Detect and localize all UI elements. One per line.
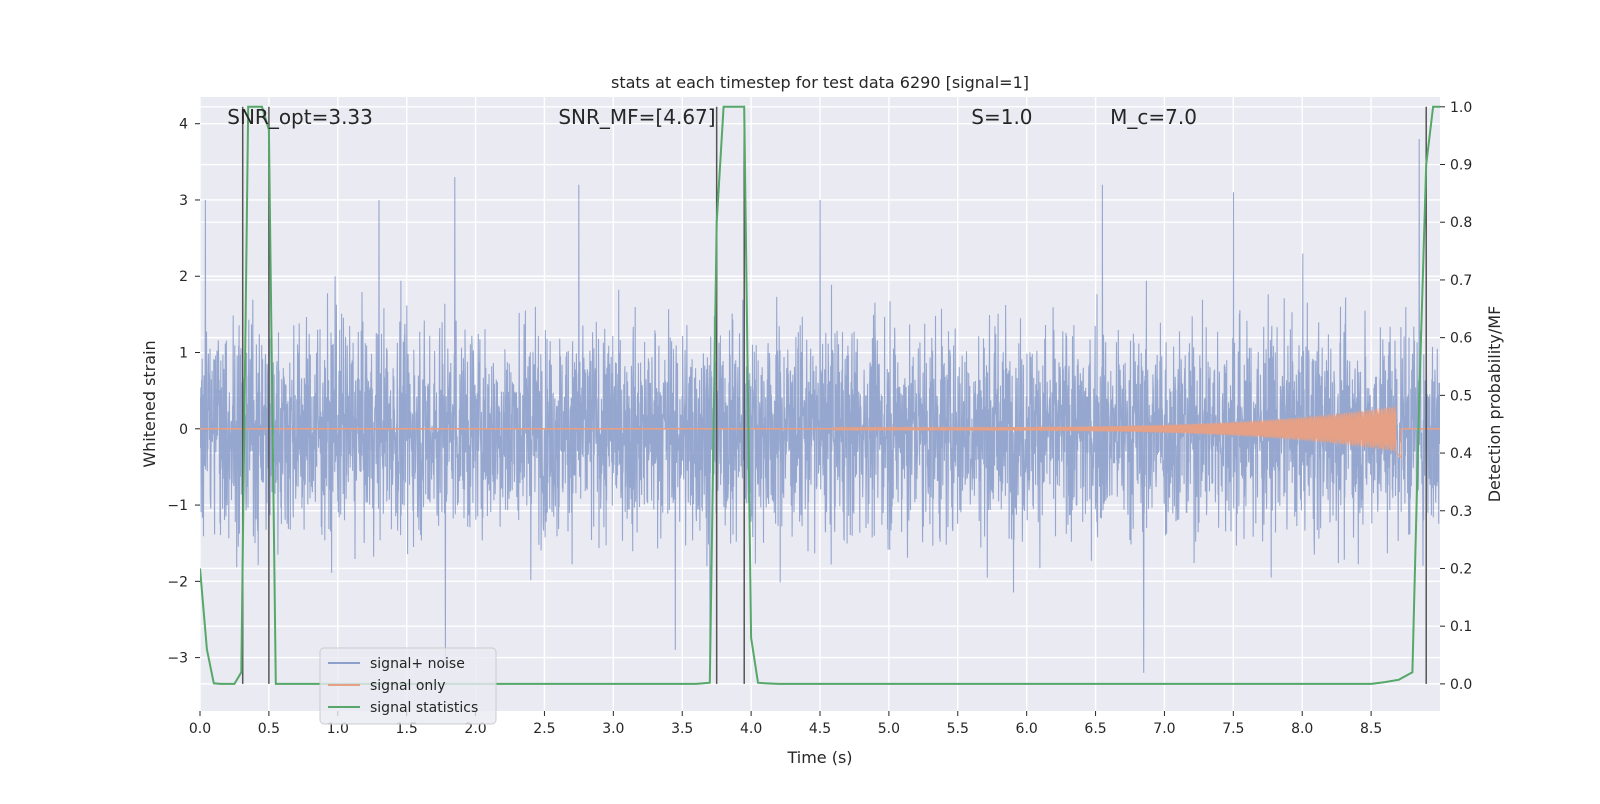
y-right-tick-label-0: 0.0: [1450, 677, 1472, 693]
y-right-tick-label-3: 0.3: [1450, 504, 1472, 520]
y-left-tick-label-2: −1: [167, 498, 188, 514]
y-right-tick-label-9: 0.9: [1450, 158, 1472, 174]
x-tick-label-12: 6.0: [1016, 721, 1038, 737]
legend: signal+ noise signal only signal statist…: [319, 647, 497, 725]
y-left-tick-label-7: 4: [179, 117, 188, 133]
y-left-tick-label-3: 0: [179, 422, 188, 438]
y-right-tick-label-8: 0.8: [1450, 215, 1472, 231]
y-axis-right-title: Detection probability/MF: [1485, 306, 1504, 503]
legend-label-signal-statistics: signal statistics: [370, 700, 478, 716]
series-signal-statistics: [200, 105, 1440, 685]
x-tick-label-16: 8.0: [1291, 721, 1313, 737]
noise-line: [200, 138, 1440, 673]
x-tick-label-1: 0.5: [258, 721, 280, 737]
series-signal-only: [200, 406, 1440, 460]
x-tick-label-10: 5.0: [878, 721, 900, 737]
annotation-snr-mf: SNR_MF=[4.67]: [558, 105, 715, 129]
stats-line: [200, 105, 1440, 685]
y-right-tick-label-5: 0.5: [1450, 388, 1472, 404]
y-left-tick-label-5: 2: [179, 269, 188, 285]
x-tick-label-0: 0.0: [189, 721, 211, 737]
y-right-tick-label-7: 0.7: [1450, 273, 1472, 289]
legend-label-signal-only: signal only: [370, 678, 445, 694]
y-left-tick-label-6: 3: [179, 193, 188, 209]
y-right-tick-label-2: 0.2: [1450, 561, 1472, 577]
series-signal-noise: [200, 138, 1440, 673]
y-left-tick-label-0: −3: [167, 651, 188, 667]
chart-title: stats at each timestep for test data 629…: [611, 73, 1029, 92]
x-tick-label-11: 5.5: [947, 721, 969, 737]
y-right-tick-label-10: 1.0: [1450, 100, 1472, 116]
y-right-tick-label-4: 0.4: [1450, 446, 1472, 462]
annotation-snr-opt: SNR_opt=3.33: [227, 105, 373, 129]
x-tick-label-15: 7.5: [1222, 721, 1244, 737]
x-tick-label-8: 4.0: [740, 721, 762, 737]
x-tick-label-6: 3.0: [602, 721, 624, 737]
annotation-s: S=1.0: [971, 105, 1032, 129]
x-tick-label-17: 8.5: [1360, 721, 1382, 737]
legend-label-signal-noise: signal+ noise: [370, 656, 465, 672]
annotation-mc: M_c=7.0: [1110, 105, 1197, 129]
x-tick-label-7: 3.5: [671, 721, 693, 737]
signal-chirp: [833, 406, 1402, 460]
x-tick-label-2: 1.0: [327, 721, 349, 737]
axis-ticks: 0.0 0.5 1.0 1.5 2.0 2.5 3.0 3.5 4.0 4.5 5.0 5.5 6.0 6…: [167, 100, 1472, 737]
x-tick-label-13: 6.5: [1084, 721, 1106, 737]
y-right-tick-label-1: 0.1: [1450, 619, 1472, 635]
x-tick-label-3: 1.5: [396, 721, 418, 737]
y-axis-left-title: Whitened strain: [140, 340, 159, 467]
x-tick-label-9: 4.5: [809, 721, 831, 737]
legend-box: [319, 647, 497, 725]
y-right-tick-label-6: 0.6: [1450, 331, 1472, 347]
annotations: SNR_opt=3.33 SNR_MF=[4.67] S=1.0 M_c=7.0: [227, 105, 1197, 129]
x-tick-label-14: 7.0: [1153, 721, 1175, 737]
x-tick-label-4: 2.0: [464, 721, 486, 737]
x-axis-title: Time (s): [786, 748, 852, 767]
y-left-tick-label-1: −2: [167, 574, 188, 590]
x-tick-label-5: 2.5: [533, 721, 555, 737]
y-left-tick-label-4: 1: [179, 346, 188, 362]
